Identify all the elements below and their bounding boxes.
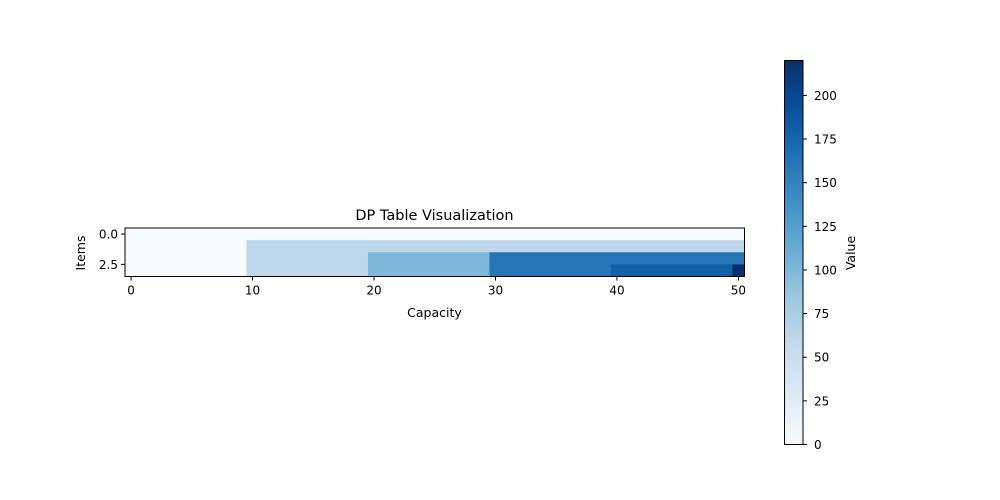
colorbar-tick-label-6: 150 xyxy=(814,176,837,190)
colorbar xyxy=(784,60,803,445)
x-tick-label-5: 50 xyxy=(731,284,746,298)
colorbar-tick-label-8: 200 xyxy=(814,89,837,103)
colorbar-tick-label-1: 25 xyxy=(814,394,829,408)
colorbar-ticks: 0 25 50 75 100 125 150 175 200 xyxy=(803,89,837,452)
colorbar-tick-label-7: 175 xyxy=(814,133,837,147)
x-tick-label-1: 10 xyxy=(245,284,260,298)
heatmap-cell-r3-s0 xyxy=(125,264,247,277)
plot-frame xyxy=(124,227,745,277)
heatmap-cell-r3-s3 xyxy=(489,264,612,277)
colorbar-tick-label-3: 75 xyxy=(814,307,829,321)
heatmap-cell-r1-s0 xyxy=(125,240,247,253)
colorbar-label: Value xyxy=(843,236,858,271)
heatmap-cell-r3-s1 xyxy=(246,264,369,277)
y-tick-label-0: 0.0 xyxy=(99,228,118,242)
x-tick-label-0: 0 xyxy=(127,284,135,298)
x-tick-label-4: 40 xyxy=(609,284,624,298)
y-axis: 0.0 2.5 xyxy=(99,228,125,272)
y-axis-label: Items xyxy=(73,236,88,271)
heatmap-cell-r1-s1 xyxy=(246,240,745,253)
heatmap-cell-r2-s0 xyxy=(125,252,247,265)
heatmap-cell-r0-s0 xyxy=(125,228,745,241)
heatmap-cell-r3-s5 xyxy=(732,264,745,277)
heatmap-cell-r3-s2 xyxy=(367,264,490,277)
x-tick-label-2: 20 xyxy=(366,284,381,298)
y-tick-label-1: 2.5 xyxy=(99,258,118,272)
heatmap-cells xyxy=(125,228,745,277)
heatmap-cell-r2-s2 xyxy=(367,252,490,265)
chart-title: DP Table Visualization xyxy=(355,208,513,224)
colorbar-tick-label-4: 100 xyxy=(814,263,837,277)
colorbar-tick-label-5: 125 xyxy=(814,220,837,234)
x-tick-label-3: 30 xyxy=(488,284,503,298)
heatmap-cell-r2-s3 xyxy=(489,252,745,265)
x-axis: 0 10 20 30 40 50 xyxy=(127,276,746,298)
colorbar-tick-label-2: 50 xyxy=(814,351,829,365)
heatmap-cell-r3-s4 xyxy=(610,264,733,277)
colorbar-frame xyxy=(784,60,804,445)
colorbar-tick-label-0: 0 xyxy=(814,438,822,452)
x-axis-label: Capacity xyxy=(407,305,462,320)
heatmap-cell-r2-s1 xyxy=(246,252,369,265)
